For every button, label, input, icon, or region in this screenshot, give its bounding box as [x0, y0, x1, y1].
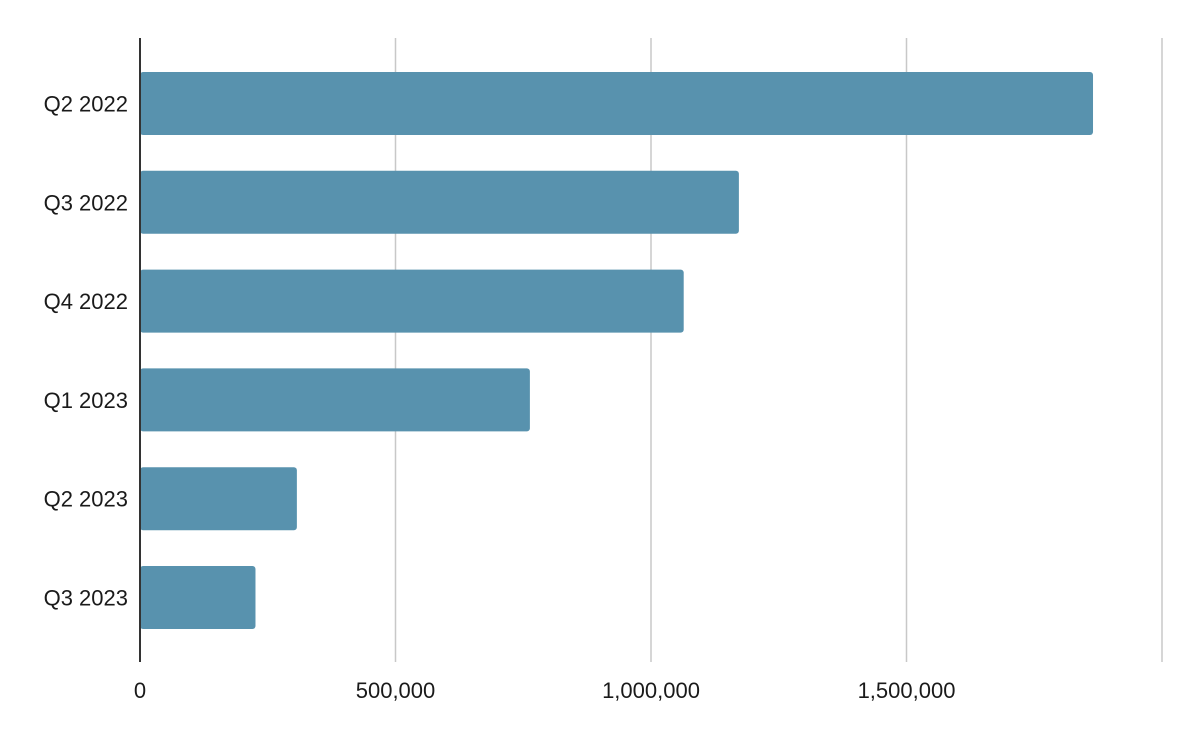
bars	[140, 72, 1094, 629]
category-label: Q4 2022	[44, 289, 128, 314]
x-tick-label: 1,500,000	[858, 678, 956, 703]
bar-q2-2022	[140, 72, 1094, 135]
category-label: Q3 2023	[44, 586, 128, 611]
category-label: Q1 2023	[44, 388, 128, 413]
bar-q1-2023	[140, 368, 530, 432]
x-tick-label: 1,000,000	[602, 678, 700, 703]
bar-q3-2022	[140, 170, 739, 234]
category-label: Q3 2022	[44, 190, 128, 215]
x-tick-label: 500,000	[356, 678, 436, 703]
x-tick-label: 0	[134, 678, 146, 703]
bar-q2-2023	[140, 467, 297, 531]
x-tick-labels: 0 500,000 1,000,000 1,500,000	[134, 678, 956, 703]
category-label: Q2 2022	[44, 92, 128, 117]
bar-q3-2023	[140, 566, 256, 629]
category-labels: Q2 2022 Q3 2022 Q4 2022 Q1 2023 Q2 2023 Q3 20…	[44, 92, 128, 611]
gridlines	[394, 38, 1163, 662]
category-label: Q2 2023	[44, 487, 128, 512]
bar-q4-2022	[140, 269, 684, 333]
